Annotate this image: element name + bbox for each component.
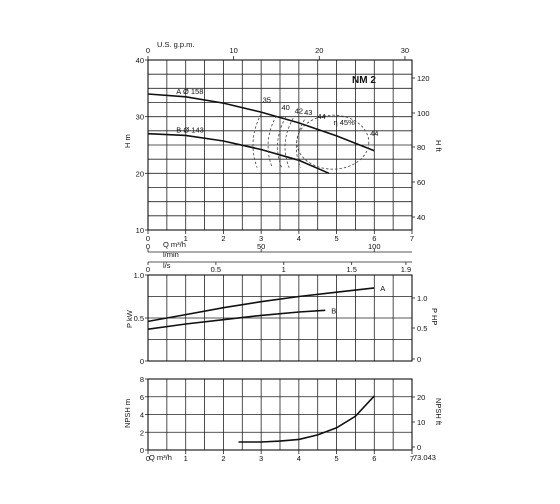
lmin-tick-label: 100	[368, 242, 381, 251]
power-curve-b-label: B	[331, 306, 336, 315]
ls-tick-label: 1.9	[401, 265, 411, 274]
x-tick-label: 4	[297, 234, 301, 243]
efficiency-label: 44	[370, 129, 378, 138]
y-tick-label: 6	[140, 393, 144, 402]
y-tick-label: 10	[136, 226, 144, 235]
y2-axis-label-npsh: NPSH ft	[434, 398, 443, 426]
ls-axis-label: l/s	[163, 261, 171, 270]
y2-axis-label-head: H ft	[434, 140, 443, 153]
efficiency-label: 35	[263, 96, 271, 105]
lmin-tick-label: 50	[257, 242, 265, 251]
y2-tick-label: 120	[417, 74, 430, 83]
chart-title: NM 2	[352, 75, 376, 86]
x-tick-label: 3	[259, 234, 263, 243]
y2-tick-label: 100	[417, 109, 430, 118]
top-tick-label: 10	[229, 46, 237, 55]
efficiency-isoline	[267, 115, 277, 168]
head-curve-a	[147, 93, 375, 152]
y2-tick-label: 0.5	[417, 324, 427, 333]
x-tick-label-npsh: 6	[372, 454, 376, 463]
y-tick-label: 2	[140, 428, 144, 437]
x-axis-label-head: Q m³/h	[163, 240, 186, 249]
efficiency-isoline	[277, 116, 287, 168]
y-tick-label: 4	[140, 411, 144, 420]
ls-tick-label: 1	[282, 265, 286, 274]
power-curve-a-label: A	[380, 284, 385, 293]
top-tick-label: 30	[401, 46, 409, 55]
x-tick-label-npsh: 7	[410, 454, 414, 463]
lmin-axis-label: l/min	[163, 250, 179, 259]
y-tick-label: 1.0	[134, 271, 144, 280]
power-curve-a	[147, 287, 375, 323]
top-tick-label: 20	[315, 46, 323, 55]
ls-tick-label: 0	[146, 265, 150, 274]
npsh-curve	[238, 395, 375, 443]
head-curve-a-label: A Ø 158	[176, 87, 203, 96]
y2-axis-label-power: P HP	[430, 308, 439, 325]
lmin-tick-label: 0	[146, 242, 150, 251]
y-axis-label-npsh: NPSH m	[123, 399, 132, 428]
x-tick-label: 1	[184, 234, 188, 243]
y-tick-label: 20	[136, 169, 144, 178]
y2-tick-label: 10	[417, 418, 425, 427]
ls-tick-label: 1.5	[346, 265, 356, 274]
power-curve-b	[147, 309, 326, 330]
y2-tick-label: 60	[417, 178, 425, 187]
y-axis-label-head: H m	[123, 134, 132, 148]
y2-tick-label: 40	[417, 213, 425, 222]
x-tick-label: 7	[410, 234, 414, 243]
plot-frame	[147, 59, 413, 231]
x-tick-label-npsh: 0	[146, 454, 150, 463]
y2-tick-label: 0	[417, 355, 421, 364]
y2-tick-label: 20	[417, 393, 425, 402]
efficiency-label: 40	[281, 103, 289, 112]
y2-tick-label: 80	[417, 143, 425, 152]
y-axis-label-power: P kW	[125, 309, 134, 328]
head-curve-b-label: B Ø 143	[176, 125, 204, 134]
y2-tick-label: 0	[417, 443, 421, 452]
y-tick-label: 0	[140, 446, 144, 455]
x-tick-label-npsh: 5	[334, 454, 338, 463]
y2-tick-label: 1.0	[417, 294, 427, 303]
x-tick-label: 2	[221, 234, 225, 243]
y-tick-label: 0.5	[134, 314, 144, 323]
x-tick-label-npsh: 1	[184, 454, 188, 463]
x-tick-label: 6	[372, 234, 376, 243]
y-tick-label: 40	[136, 56, 144, 65]
y-tick-label: 30	[136, 113, 144, 122]
head-curve-b	[147, 132, 330, 175]
y-tick-label: 8	[140, 375, 144, 384]
efficiency-label: η 45%	[333, 118, 355, 127]
y-tick-label: 0	[140, 357, 144, 366]
x-tick-label-npsh: 4	[297, 454, 301, 463]
x-tick-label: 5	[334, 234, 338, 243]
x-axis-label-npsh: Q m³/h	[149, 453, 172, 462]
x-tick-label: 0	[146, 234, 150, 243]
efficiency-label: 43	[304, 108, 312, 117]
chart-marks-group: 1020304040608010012000.51.000.51.0024680…	[134, 46, 430, 463]
ls-tick-label: 0.5	[211, 265, 221, 274]
efficiency-label: 42	[295, 106, 303, 115]
top-tick-label: 0	[146, 46, 150, 55]
code-label: 73.043	[413, 453, 436, 462]
x-tick-label-npsh: 2	[221, 454, 225, 463]
efficiency-isoline	[252, 113, 262, 168]
efficiency-peak-contour	[296, 114, 370, 170]
top-axis-label: U.S. g.p.m.	[157, 40, 195, 49]
x-tick-label-npsh: 3	[259, 454, 263, 463]
efficiency-label: 44	[317, 112, 325, 121]
efficiency-isoline	[295, 119, 305, 168]
efficiency-isoline	[284, 117, 294, 168]
